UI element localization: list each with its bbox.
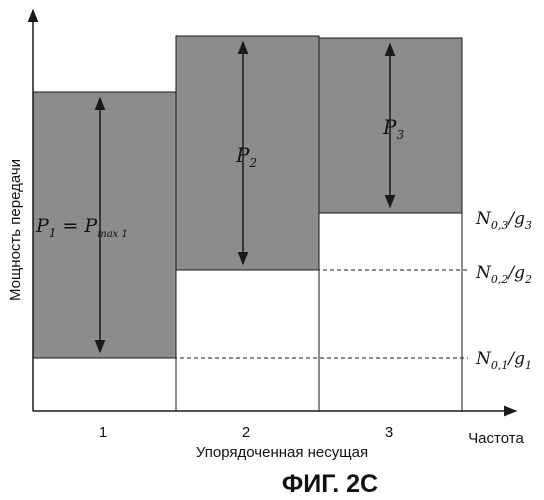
- noise-block-carrier-2: [176, 270, 319, 411]
- noise-block-carrier-1: [33, 358, 176, 411]
- label-n03-g3: N0,3/g3: [475, 209, 532, 232]
- figure-caption: ФИГ. 2С: [282, 470, 378, 498]
- carrier-label-3: 3: [385, 424, 393, 441]
- noise-block-carrier-3: [319, 213, 462, 411]
- label-n01-g1: N0,1/g1: [475, 349, 532, 372]
- carrier-label-1: 1: [99, 424, 107, 441]
- label-n02-g2: N0,2/g2: [475, 263, 532, 286]
- frequency-label: Частота: [468, 430, 524, 447]
- y-axis-label: Мощность передачи: [7, 159, 24, 301]
- carrier-label-2: 2: [242, 424, 250, 441]
- power-block-carrier-1: [33, 92, 176, 358]
- x-axis-label: Упорядоченная несущая: [196, 444, 368, 461]
